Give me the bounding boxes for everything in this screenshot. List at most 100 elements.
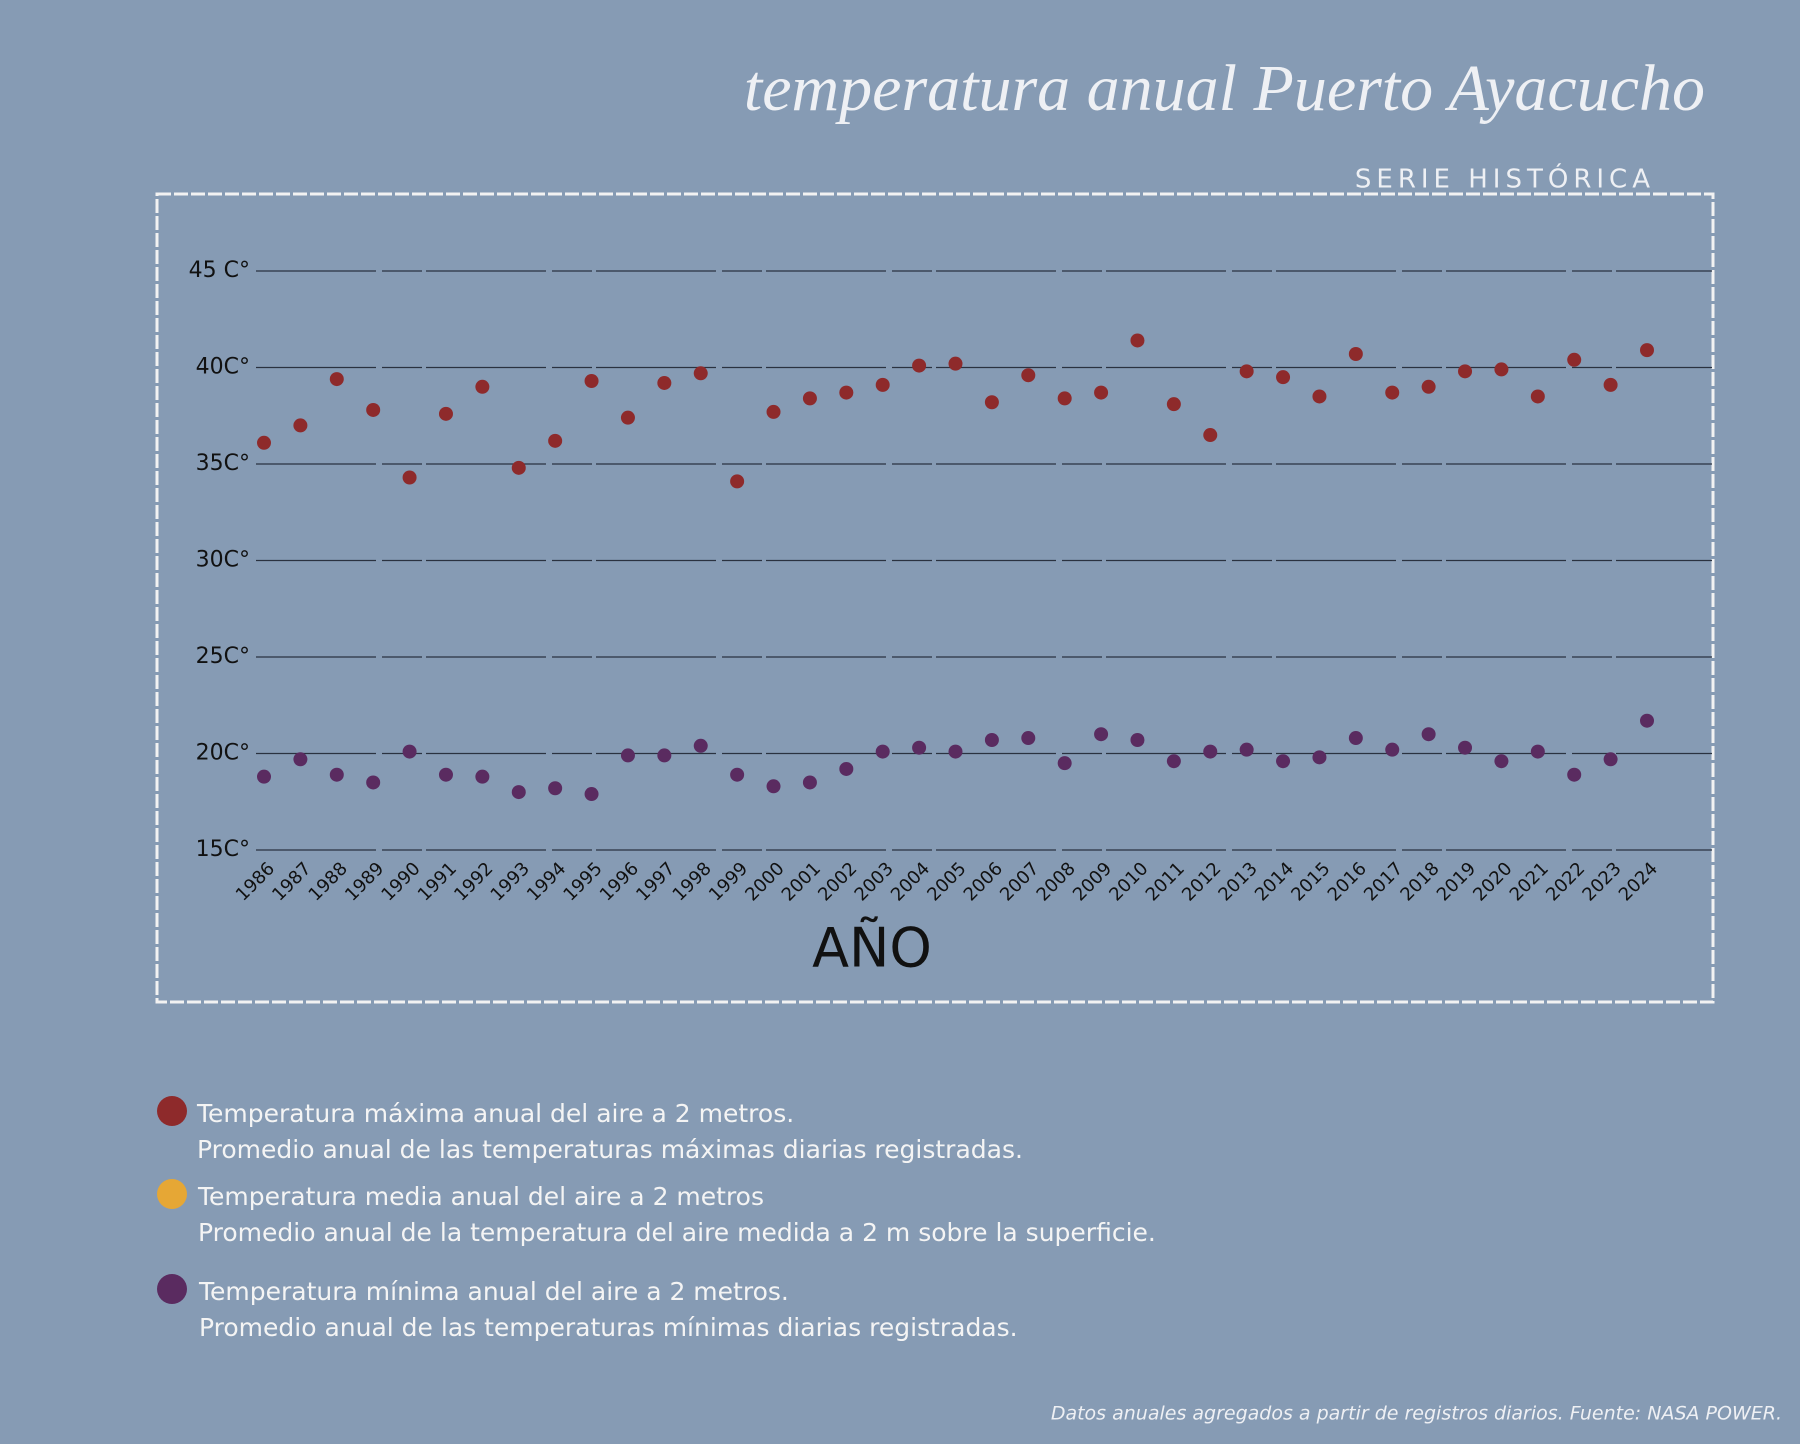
x-tick-label: 2008 [1033,858,1080,905]
data-point [1640,713,1654,728]
data-point [984,732,999,747]
data-point [948,744,963,759]
x-tick-label: 2000 [741,858,788,905]
legend-marker [157,1096,187,1126]
legend-description: Promedio anual de las temperaturas máxim… [197,1135,1023,1164]
x-tick-label: 2012 [1178,858,1225,905]
legend-marker [157,1179,187,1209]
source-note: Datos anuales agregados a partir de regi… [1051,1403,1782,1425]
data-point [548,433,563,448]
data-point [1421,379,1436,394]
x-tick-label: 1991 [414,858,461,905]
legend-description: Promedio anual de las temperaturas mínim… [199,1313,1018,1342]
data-point [1057,391,1072,406]
data-point [1057,756,1072,771]
x-tick-label: 2020 [1469,858,1516,905]
data-point [1276,754,1291,769]
data-point [1094,385,1109,400]
legend-description: Promedio anual de la temperatura del air… [198,1218,1156,1247]
x-tick-label: 2013 [1214,858,1261,905]
data-point [438,767,453,782]
data-point [730,767,745,782]
x-tick-label: 1994 [523,858,570,905]
data-point [802,775,817,790]
x-tick-label: 2022 [1542,858,1589,905]
data-point [1312,389,1327,404]
x-tick-label: 1986 [232,858,279,905]
x-tick-label: 2021 [1506,858,1553,905]
legend-label: Temperatura media anual del aire a 2 met… [197,1182,764,1211]
legend-label: Temperatura máxima anual del aire a 2 me… [196,1099,794,1128]
x-tick-label: 1998 [669,858,716,905]
x-tick-label: 2009 [1069,858,1116,905]
x-tick-label: 1997 [632,858,679,905]
x-tick-label: 2016 [1324,858,1371,905]
data-point [584,787,599,802]
data-point [366,775,381,790]
data-point [875,744,890,759]
x-tick-label: 2004 [887,858,934,905]
x-tick-label: 2014 [1251,858,1298,905]
x-tick-label: 1990 [377,858,424,905]
data-point [438,406,453,421]
data-point [293,752,308,767]
x-tick-label: 1989 [341,858,388,905]
data-point [1239,742,1254,757]
data-point [1239,364,1254,379]
data-point [475,769,490,784]
data-point [620,748,635,763]
x-tick-label: 2005 [923,858,970,905]
data-point [1567,767,1582,782]
chart-frame [155,192,1715,1004]
data-point [257,435,271,450]
data-point [839,385,854,400]
data-point [293,418,308,433]
data-point [257,769,271,784]
data-point [1385,742,1400,757]
x-tick-label: 1995 [559,858,606,905]
x-tick-label: 2017 [1360,858,1407,905]
legend-marker [157,1274,187,1304]
data-point [693,366,708,381]
data-point [766,779,781,794]
y-tick-label: 40C° [196,355,250,380]
data-point [657,748,672,763]
x-axis-label: AÑO [812,917,932,980]
data-point [1312,750,1327,765]
x-tick-label: 2010 [1105,858,1152,905]
data-point [1494,362,1509,377]
data-point [1166,754,1181,769]
data-point [329,372,344,387]
x-tick-label: 2007 [996,858,1043,905]
legend-label: Temperatura mínima anual del aire a 2 me… [198,1277,789,1306]
data-point [402,744,417,759]
data-point [693,738,708,753]
data-point [730,474,745,489]
data-point [1603,377,1618,392]
data-point [1021,368,1036,383]
data-point [875,377,890,392]
data-point [1166,397,1181,412]
data-point [1094,727,1109,742]
data-point [1021,731,1036,746]
data-point [511,460,526,475]
data-point [1348,731,1363,746]
x-tick-label: 1993 [487,858,534,905]
x-tick-label: 1987 [268,858,315,905]
data-point [912,740,927,755]
data-point [1458,364,1473,379]
data-point [1421,727,1436,742]
data-point [1530,744,1545,759]
x-tick-label: 2011 [1142,858,1189,905]
data-point [1567,352,1582,367]
data-point [1385,385,1400,400]
x-tick-label: 1996 [596,858,643,905]
data-point [984,395,999,410]
data-point [1603,752,1618,767]
y-tick-label: 15C° [196,837,250,862]
data-point [366,402,381,417]
data-point [511,785,526,800]
data-point [1130,333,1145,348]
data-point [1348,346,1363,361]
